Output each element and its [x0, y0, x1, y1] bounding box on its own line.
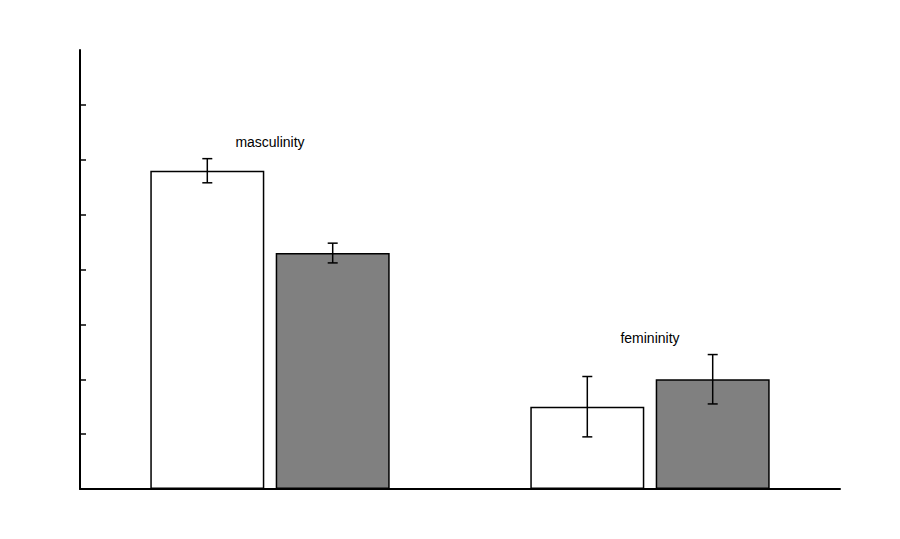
svg-text:femininity: femininity — [620, 330, 679, 346]
svg-text:masculinity: masculinity — [235, 134, 304, 150]
